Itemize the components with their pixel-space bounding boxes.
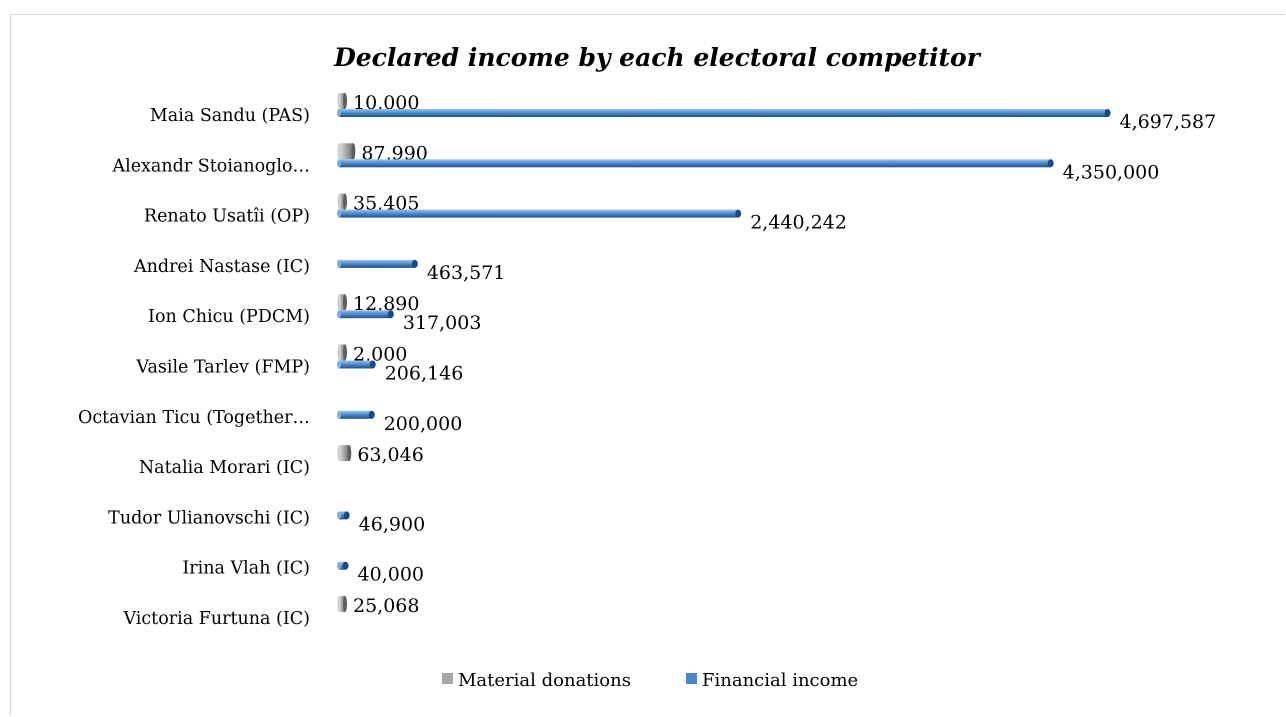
legend-item-financial-income: Financial income	[686, 670, 858, 691]
legend-label: Financial income	[702, 670, 858, 691]
bar-financial-income	[337, 310, 394, 319]
data-label-material-donations: 12,890	[353, 293, 419, 315]
data-label-financial-income: 317,003	[403, 312, 482, 334]
bar-financial-income	[337, 360, 376, 369]
bar-material-donations	[337, 344, 347, 361]
bar-material-donations	[337, 143, 356, 160]
category-label: Andrei Nastase (IC)	[133, 257, 310, 277]
bar-material-donations	[337, 193, 347, 210]
legend-label: Material donations	[458, 670, 631, 691]
bar-financial-income	[337, 410, 375, 419]
bar-financial-income	[337, 561, 349, 570]
bar-material-donations	[337, 596, 347, 612]
category-label: Natalia Morari (IC)	[139, 458, 310, 478]
data-label-financial-income: 200,000	[384, 413, 463, 435]
bar-material-donations	[337, 294, 347, 311]
chart: Declared income by each electoral compet…	[78, 43, 1216, 691]
category-label: Tudor Ulianovschi (IC)	[108, 508, 310, 528]
data-label-financial-income: 2,440,242	[750, 212, 847, 234]
category-label: Alexandr Stoianoglo…	[111, 156, 310, 176]
category-label: Vasile Tarlev (FMP)	[135, 358, 310, 378]
data-label-financial-income: 4,697,587	[1120, 111, 1217, 133]
bar-financial-income	[337, 259, 418, 268]
bar-financial-income	[337, 159, 1054, 168]
data-label-material-donations: 63,046	[357, 444, 423, 466]
data-label-financial-income: 4,350,000	[1063, 161, 1160, 183]
data-label-material-donations: 10,000	[353, 92, 419, 114]
legend-item-material-donations: Material donations	[442, 670, 631, 691]
chart-frame: Declared income by each electoral compet…	[10, 14, 1285, 716]
plot-area: Maia Sandu (PAS) 10,000 4,697,587 Alexandr …	[78, 92, 1216, 629]
category-label: Octavian Ticu (Together…	[78, 408, 310, 428]
chart-title: Declared income by each electoral compet…	[333, 43, 982, 72]
data-label-material-donations: 35,405	[353, 193, 419, 215]
bar-financial-income	[337, 209, 742, 218]
data-label-financial-income: 40,000	[358, 564, 424, 586]
data-label-material-donations: 87,990	[361, 142, 427, 164]
data-label-material-donations: 25,068	[353, 595, 419, 617]
category-label: Ion Chicu (PDCM)	[148, 307, 310, 327]
data-label-material-donations: 2,000	[353, 344, 407, 366]
bar-financial-income	[337, 109, 1111, 117]
data-label-financial-income: 46,900	[359, 513, 425, 535]
data-label-financial-income: 206,146	[385, 363, 464, 385]
bar-material-donations	[337, 93, 347, 109]
legend-swatch	[686, 673, 697, 684]
category-label: Victoria Furtuna (IC)	[122, 609, 310, 629]
bar-material-donations	[337, 445, 352, 462]
data-label-financial-income: 463,571	[427, 262, 506, 284]
category-label: Maia Sandu (PAS)	[150, 106, 310, 126]
category-label: Renato Usatîi (OP)	[144, 207, 310, 227]
bar-financial-income	[337, 511, 350, 520]
legend-swatch	[442, 673, 453, 684]
legend: Material donations Financial income	[442, 670, 858, 691]
category-label: Irina Vlah (IC)	[182, 559, 310, 579]
